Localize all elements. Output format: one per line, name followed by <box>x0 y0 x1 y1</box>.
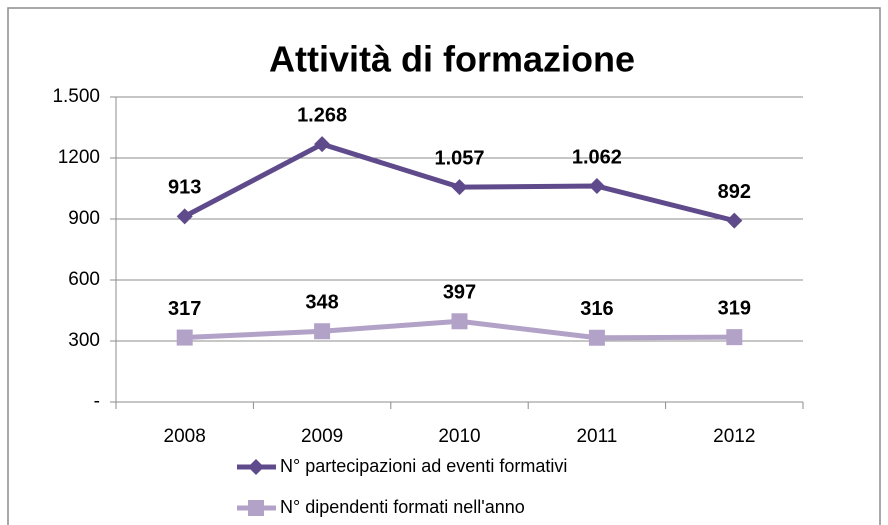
marker <box>726 329 743 346</box>
x-tick-label: 2009 <box>301 426 343 447</box>
x-tick-label: 2012 <box>713 426 755 447</box>
data-label: 348 <box>305 292 338 314</box>
chart-title: Attività di formazione <box>269 39 635 80</box>
data-label: 1.268 <box>297 104 347 126</box>
chart-frame <box>7 7 881 525</box>
data-label: 1.057 <box>434 147 484 169</box>
y-tick-label: 1200 <box>58 147 100 168</box>
marker <box>451 313 468 330</box>
marker <box>726 212 743 229</box>
x-tick-label: 2010 <box>438 426 480 447</box>
data-label: 317 <box>168 298 201 320</box>
marker <box>176 208 193 225</box>
y-tick-label: 1.500 <box>52 86 100 107</box>
legend-label: N° partecipazioni ad eventi formativi <box>280 456 567 476</box>
marker <box>314 136 331 153</box>
y-tick-label: 900 <box>68 208 100 229</box>
marker <box>176 329 193 346</box>
y-tick-label: 300 <box>68 330 100 351</box>
data-label: 316 <box>580 298 613 320</box>
marker <box>588 178 605 195</box>
legend-label: N° dipendenti formati nell'anno <box>280 497 525 517</box>
marker <box>314 323 331 340</box>
marker <box>248 459 264 475</box>
data-label: 913 <box>168 177 201 199</box>
marker <box>451 179 468 196</box>
data-label: 397 <box>443 282 476 304</box>
data-label: 892 <box>718 181 751 203</box>
y-tick-label: - <box>94 391 100 412</box>
marker <box>588 329 605 346</box>
x-tick-label: 2008 <box>164 426 206 447</box>
marker <box>248 500 264 516</box>
y-tick-label: 600 <box>68 269 100 290</box>
data-label: 319 <box>718 297 751 319</box>
x-tick-label: 2011 <box>576 426 617 447</box>
data-label: 1.062 <box>572 146 622 168</box>
